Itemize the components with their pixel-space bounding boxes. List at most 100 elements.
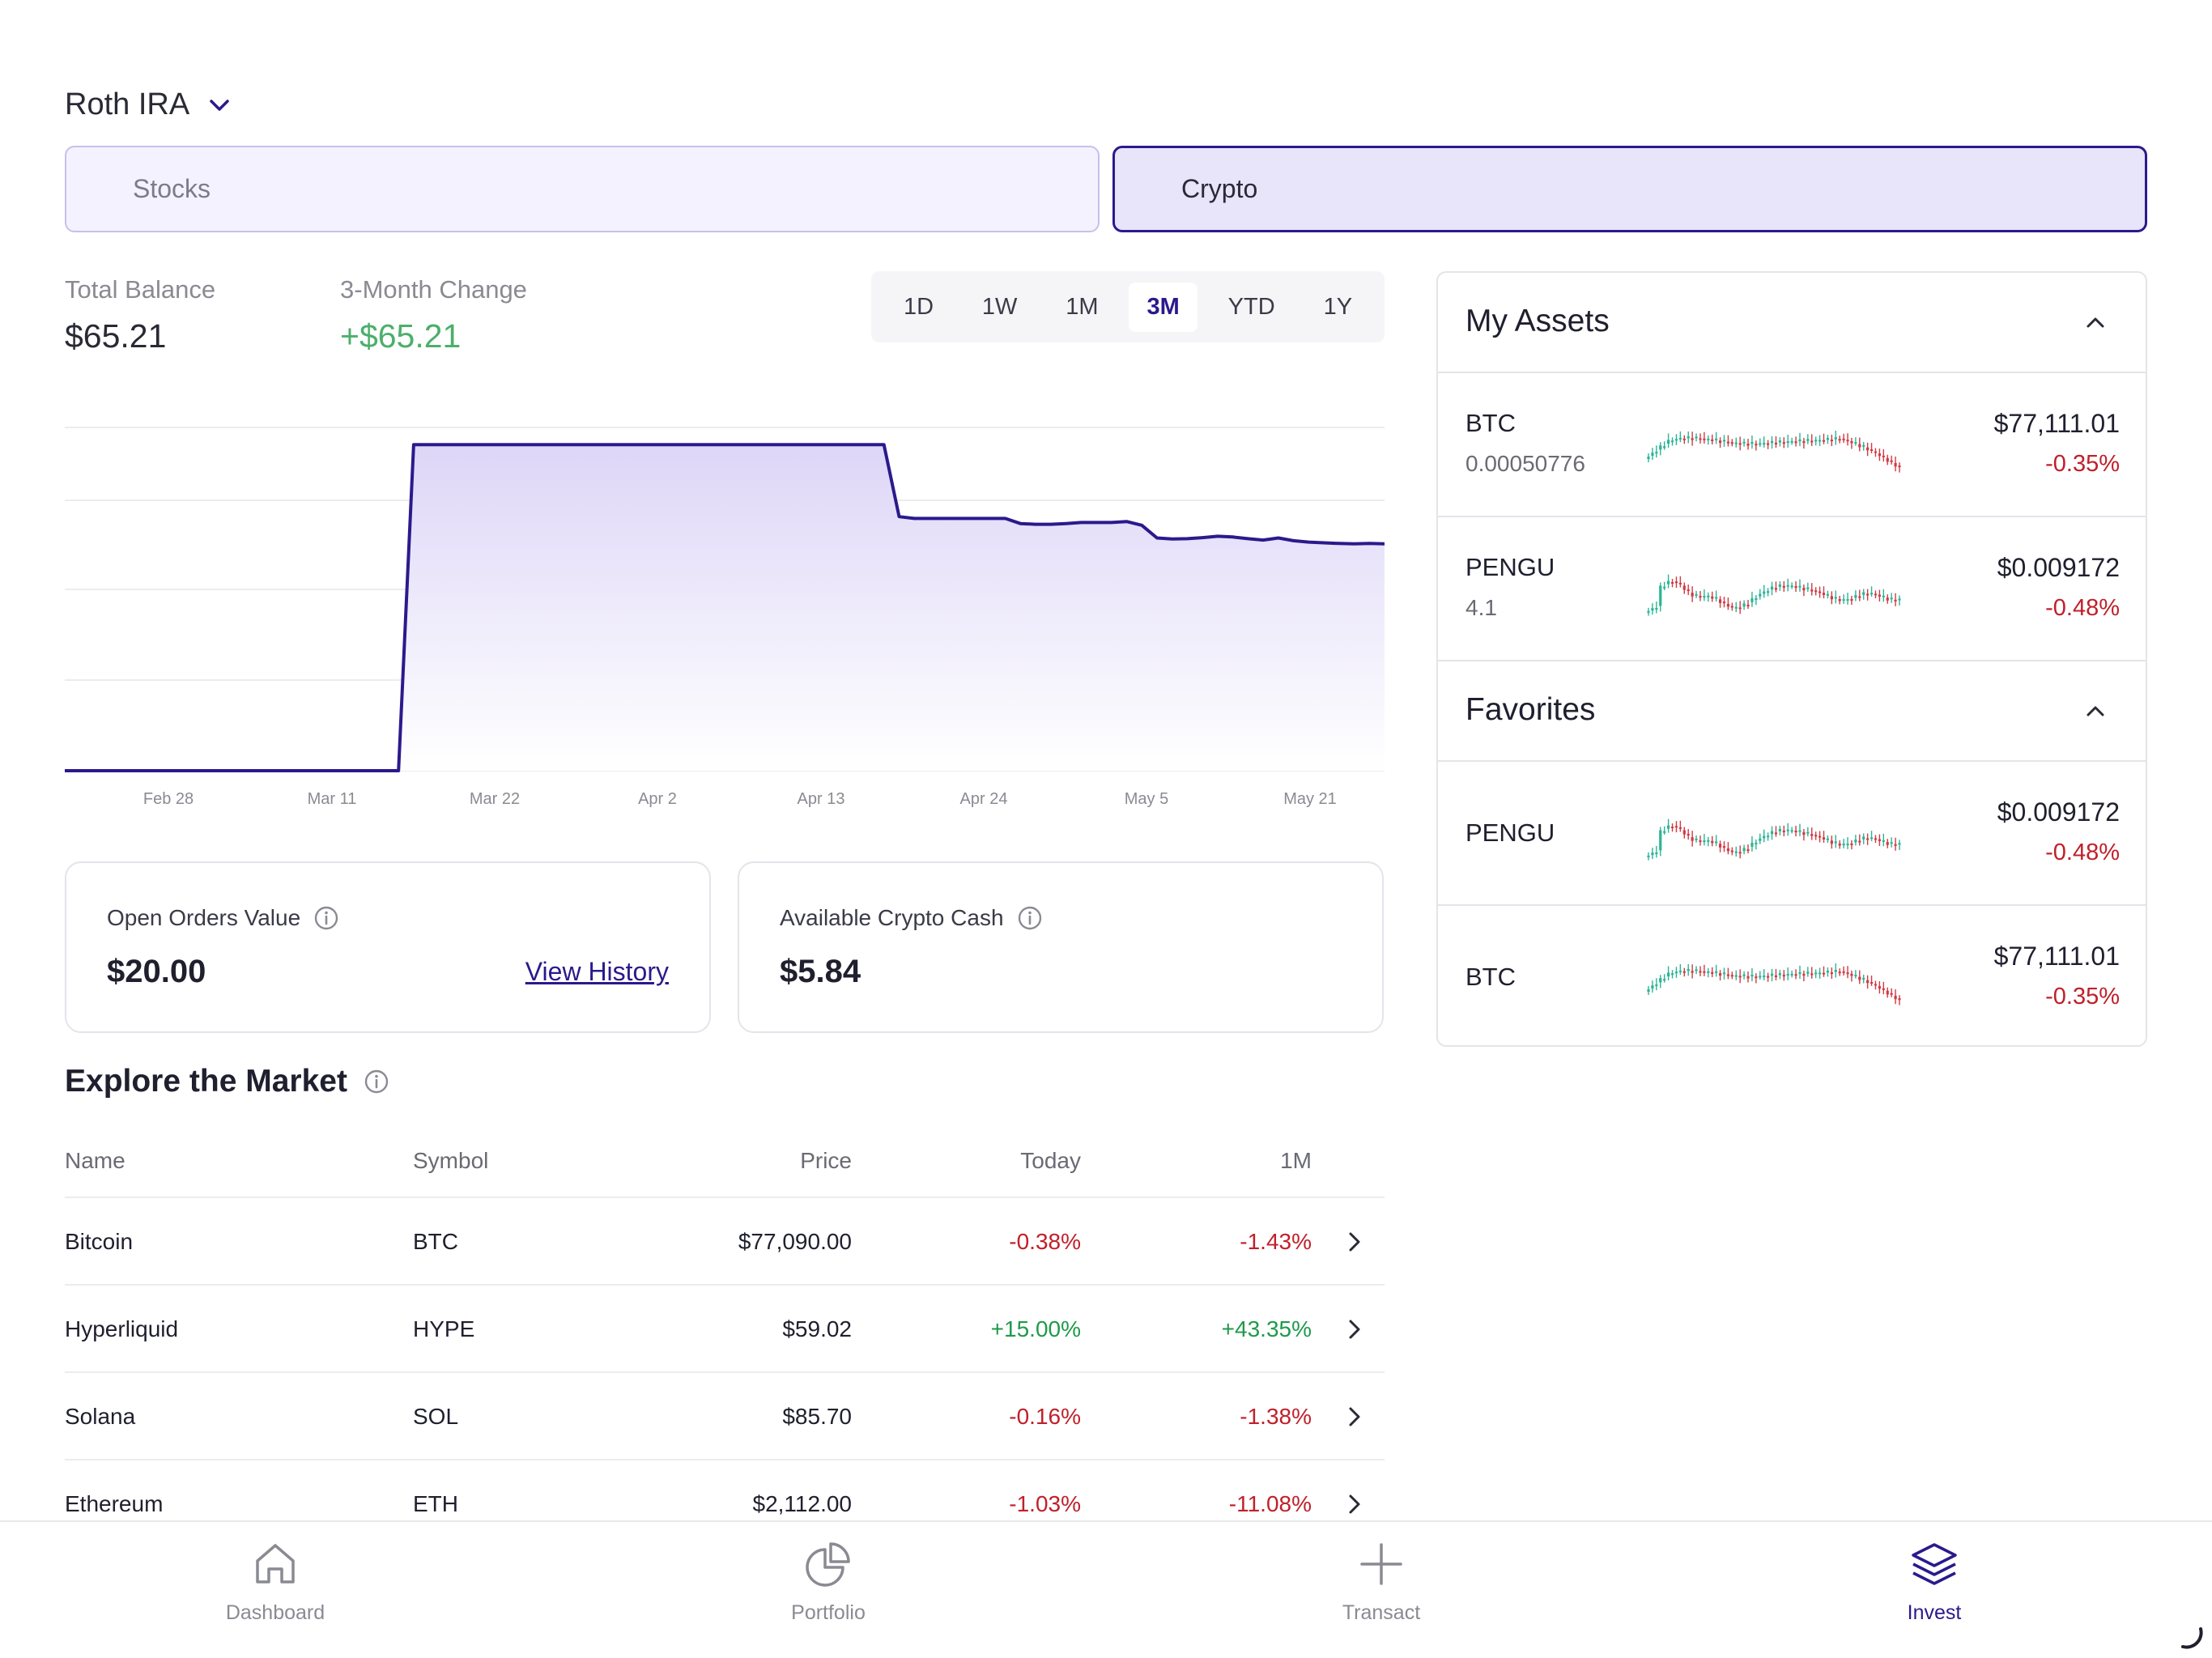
info-icon[interactable] bbox=[1017, 905, 1043, 931]
candle-body bbox=[1826, 971, 1830, 973]
candle-body bbox=[1826, 593, 1830, 596]
favorites-header[interactable]: Favorites bbox=[1438, 661, 2146, 762]
candle-body bbox=[1854, 840, 1857, 843]
table-row[interactable]: Bitcoin BTC $77,090.00 -0.38% -1.43% bbox=[65, 1198, 1385, 1286]
column-header[interactable]: Today bbox=[1020, 1148, 1081, 1173]
account-selector[interactable]: Roth IRA bbox=[65, 87, 232, 122]
candlestick-sparkline bbox=[1647, 431, 1901, 473]
asset-price: $77,111.01 bbox=[1993, 409, 2120, 438]
candle-body bbox=[1655, 852, 1658, 855]
candle-body bbox=[1810, 834, 1814, 836]
candle-body bbox=[1678, 827, 1682, 829]
candle-body bbox=[1858, 976, 1861, 980]
favorite-row[interactable]: PENGU $0.009172 -0.48% bbox=[1438, 762, 2146, 906]
range-1d[interactable]: 1D bbox=[903, 293, 934, 320]
asset-row[interactable]: BTC 0.00050776 $77,111.01 -0.35% bbox=[1438, 373, 2146, 517]
chevron-down-icon bbox=[210, 99, 229, 111]
candle-body bbox=[1711, 971, 1714, 974]
candle-body bbox=[1790, 830, 1793, 832]
candle-body bbox=[1707, 595, 1710, 597]
column-header[interactable]: Price bbox=[800, 1148, 852, 1173]
candle-body bbox=[1715, 597, 1718, 599]
my-assets-header[interactable]: My Assets bbox=[1438, 273, 2146, 373]
column-header[interactable]: Name bbox=[65, 1148, 125, 1173]
asset-change: -0.48% bbox=[2045, 595, 2120, 621]
nav-dashboard[interactable]: Dashboard bbox=[154, 1538, 397, 1625]
range-1y[interactable]: 1Y bbox=[1323, 293, 1353, 320]
candle-body bbox=[1798, 830, 1802, 832]
asset-symbol: BTC bbox=[1465, 963, 1516, 991]
range-1w[interactable]: 1W bbox=[981, 293, 1018, 320]
candle-body bbox=[1826, 438, 1830, 440]
tab-stocks[interactable]: Stocks bbox=[65, 146, 1100, 232]
candle-body bbox=[1846, 599, 1849, 602]
candle-body bbox=[1691, 593, 1694, 597]
range-ytd[interactable]: YTD bbox=[1227, 293, 1275, 320]
nav-label: Dashboard bbox=[225, 1601, 325, 1624]
nav-label: Invest bbox=[1907, 1601, 1962, 1624]
asset-change: -0.35% bbox=[2045, 984, 2120, 1010]
candle-body bbox=[1699, 596, 1702, 598]
coin-symbol: SOL bbox=[413, 1404, 459, 1429]
chevron-up-icon[interactable] bbox=[2081, 697, 2110, 726]
nav-portfolio[interactable]: Portfolio bbox=[707, 1538, 950, 1625]
chevron-up-icon[interactable] bbox=[2081, 308, 2110, 338]
candle-body bbox=[1882, 988, 1885, 990]
nav-invest[interactable]: Invest bbox=[1813, 1538, 2056, 1625]
x-tick-label: Feb 28 bbox=[143, 790, 194, 808]
candle-body bbox=[1659, 978, 1662, 983]
candlestick-sparkline bbox=[1647, 574, 1901, 616]
candle-body bbox=[1778, 973, 1781, 976]
loading-spinner-icon bbox=[2181, 1627, 2203, 1649]
candle-body bbox=[1874, 593, 1878, 596]
candle-body bbox=[1678, 582, 1682, 585]
candle-body bbox=[1655, 984, 1658, 987]
candle-body bbox=[1663, 446, 1666, 449]
candle-body bbox=[1882, 455, 1885, 457]
candle-body bbox=[1846, 972, 1849, 975]
column-header[interactable]: 1M bbox=[1280, 1148, 1312, 1173]
candle-body bbox=[1858, 444, 1861, 448]
candle-body bbox=[1802, 440, 1806, 444]
candle-body bbox=[1790, 585, 1793, 588]
info-icon[interactable] bbox=[313, 905, 339, 931]
candle-body bbox=[1734, 606, 1738, 609]
candle-body bbox=[1755, 444, 1758, 446]
candle-body bbox=[1790, 440, 1793, 443]
candle-body bbox=[1722, 846, 1726, 848]
candle-body bbox=[1647, 989, 1650, 992]
candle-body bbox=[1734, 975, 1738, 977]
candle-body bbox=[1862, 977, 1865, 980]
candle-body bbox=[1806, 971, 1810, 974]
candle-body bbox=[1846, 844, 1849, 846]
coin-name: Ethereum bbox=[65, 1491, 164, 1516]
info-icon[interactable] bbox=[364, 1069, 389, 1095]
my-assets-title: My Assets bbox=[1465, 304, 1610, 338]
favorite-row[interactable]: BTC $77,111.01 -0.35% bbox=[1438, 906, 2146, 1045]
crypto-cash-card: Available Crypto Cash $5.84 bbox=[738, 861, 1384, 1033]
asset-row[interactable]: PENGU 4.1 $0.009172 -0.48% bbox=[1438, 517, 2146, 661]
candle-body bbox=[1759, 593, 1762, 597]
candle-body bbox=[1838, 843, 1841, 846]
x-tick-label: May 21 bbox=[1283, 790, 1337, 808]
candle-body bbox=[1814, 440, 1818, 442]
range-3m[interactable]: 3M bbox=[1129, 282, 1197, 332]
view-history-link[interactable]: View History bbox=[525, 957, 669, 986]
column-header[interactable]: Symbol bbox=[413, 1148, 489, 1173]
candle-body bbox=[1746, 976, 1750, 979]
coin-name: Hyperliquid bbox=[65, 1316, 179, 1341]
candle-body bbox=[1687, 589, 1690, 592]
table-row[interactable]: Hyperliquid HYPE $59.02 +15.00% +43.35% bbox=[65, 1286, 1385, 1373]
candle-body bbox=[1767, 976, 1770, 978]
candle-body bbox=[1746, 605, 1750, 607]
candle-body bbox=[1778, 440, 1781, 443]
candle-body bbox=[1746, 849, 1750, 852]
tab-crypto[interactable]: Crypto bbox=[1112, 146, 2147, 232]
nav-transact[interactable]: Transact bbox=[1260, 1538, 1503, 1625]
range-1m[interactable]: 1M bbox=[1066, 293, 1099, 320]
candle-body bbox=[1678, 970, 1682, 972]
table-row[interactable]: Solana SOL $85.70 -0.16% -1.38% bbox=[65, 1373, 1385, 1460]
candle-body bbox=[1810, 973, 1814, 976]
candle-body bbox=[1707, 840, 1710, 842]
candle-body bbox=[1874, 451, 1878, 453]
